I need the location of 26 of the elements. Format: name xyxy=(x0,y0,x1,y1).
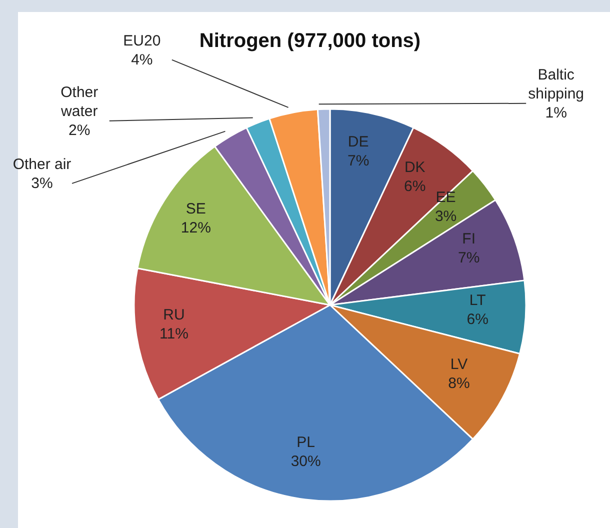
data-label: 1% xyxy=(545,104,567,121)
chart-title: Nitrogen (977,000 tons) xyxy=(198,30,422,53)
data-label: 11% xyxy=(160,324,188,342)
slice-label: EU20 xyxy=(123,32,161,49)
data-label: 12% xyxy=(180,219,211,236)
slice-label: LT xyxy=(469,292,486,309)
slice-label: SE xyxy=(186,200,206,218)
data-label: 7% xyxy=(348,152,370,169)
slice-label: FI xyxy=(462,230,476,248)
data-label: 3% xyxy=(31,174,53,192)
data-label: 6% xyxy=(466,310,488,328)
data-label: 7% xyxy=(458,249,480,266)
slice-label: Other water xyxy=(60,83,98,120)
data-label: 3% xyxy=(434,207,457,224)
slice-label: PL xyxy=(296,434,316,451)
slice-label: DK xyxy=(404,158,426,176)
slice-label: Baltic shipping xyxy=(528,66,584,102)
slice-label: DE xyxy=(348,132,369,150)
slice-label: RU xyxy=(163,306,185,323)
data-label: 8% xyxy=(448,374,470,392)
slice-label: Other air xyxy=(12,155,72,172)
data-label: 6% xyxy=(404,177,426,194)
data-label: 2% xyxy=(68,121,90,138)
slice-label: LV xyxy=(450,356,468,373)
data-label: 4% xyxy=(131,50,153,68)
data-label: 30% xyxy=(290,452,321,470)
